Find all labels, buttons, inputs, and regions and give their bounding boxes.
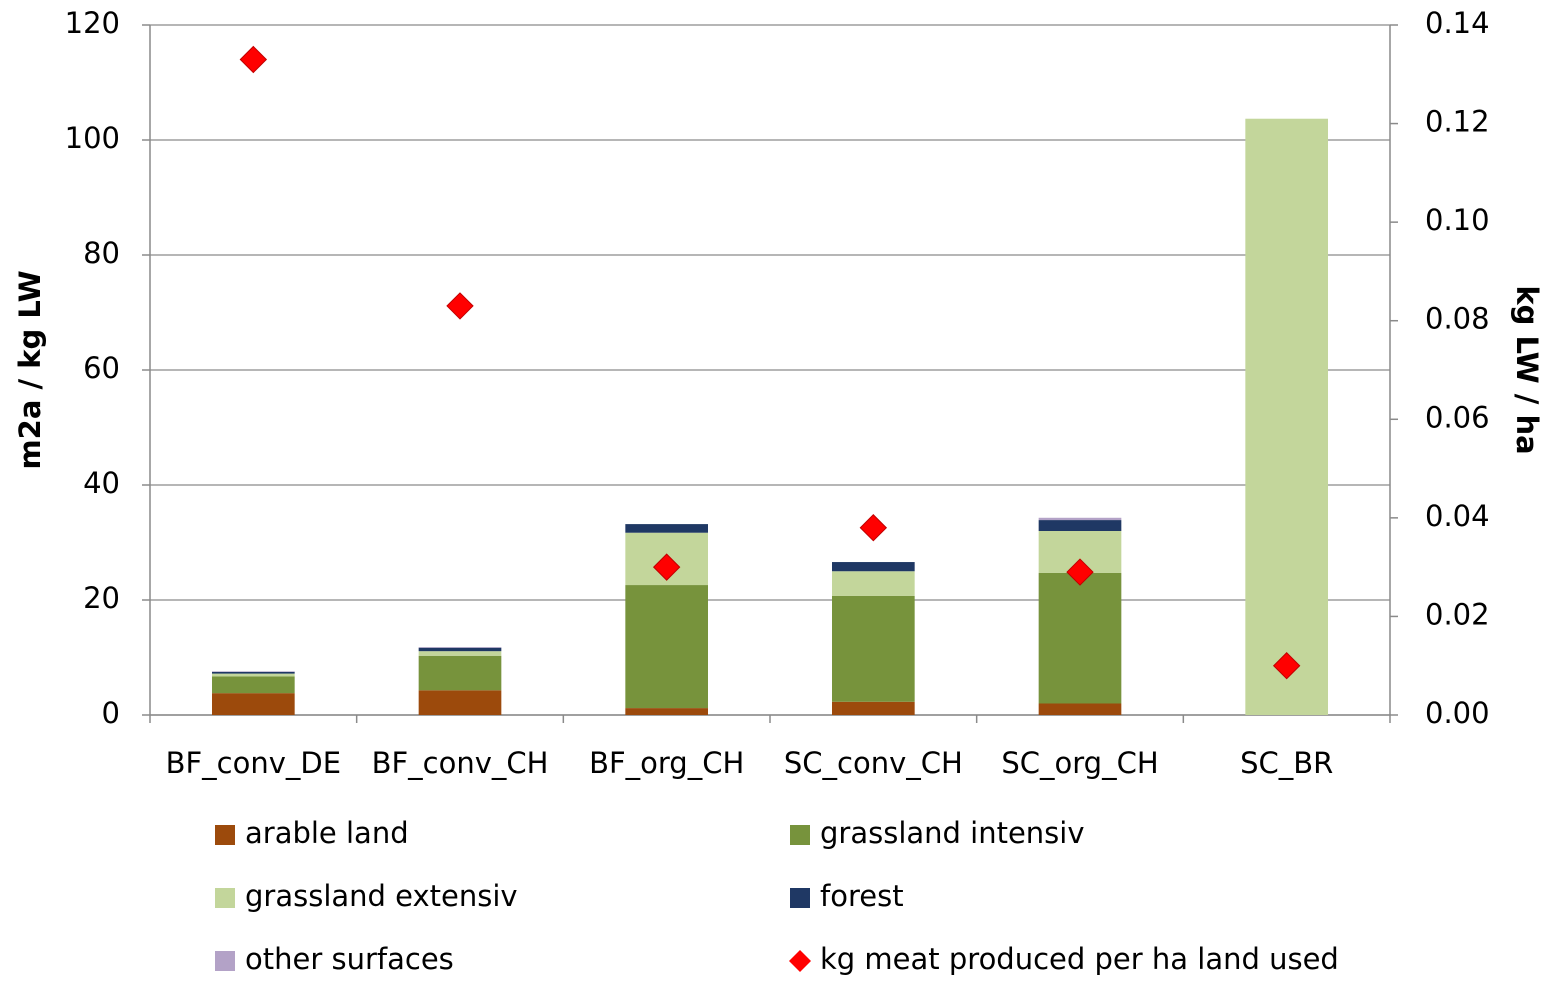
legend-label: arable land <box>245 816 409 850</box>
bar-segment <box>1245 118 1328 716</box>
legend-label: grassland extensiv <box>245 879 518 913</box>
y-tick-label: 60 <box>83 351 120 385</box>
bar-segment <box>418 651 502 656</box>
bar-segment <box>418 647 502 652</box>
bar-segment <box>418 655 502 691</box>
bar-segment <box>212 671 295 674</box>
bar-segment <box>212 676 295 694</box>
point <box>1272 652 1301 680</box>
bar-segment <box>418 690 502 715</box>
y-tick-label: 120 <box>65 6 120 40</box>
bar-segment <box>832 562 915 572</box>
bar-segment <box>625 708 708 715</box>
y2-tick-label: 0.00 <box>1425 696 1490 730</box>
y-tick-label: 80 <box>83 236 120 270</box>
y2-axis-label: kg LW / ha <box>1510 285 1544 454</box>
y-tick-label: 100 <box>65 121 120 155</box>
x-tick-label: BF_org_CH <box>589 746 744 780</box>
y-tick-label: 20 <box>83 581 120 615</box>
bar-segment <box>832 595 915 702</box>
legend-swatch <box>215 825 235 845</box>
bar-segment <box>1038 572 1122 704</box>
legend-label: forest <box>820 879 904 913</box>
x-tick-label: SC_conv_CH <box>784 746 963 780</box>
bar-segment <box>625 585 708 709</box>
x-tick-label: SC_BR <box>1240 746 1333 780</box>
legend-marker <box>789 950 811 972</box>
bar-segment <box>1038 517 1122 521</box>
x-tick-label: BF_conv_DE <box>166 746 341 780</box>
y2-tick-label: 0.14 <box>1425 6 1490 40</box>
bar-segment <box>832 571 915 596</box>
y2-tick-label: 0.10 <box>1425 203 1490 237</box>
y2-tick-label: 0.04 <box>1425 499 1490 533</box>
point <box>446 292 474 320</box>
y-tick-label: 40 <box>83 466 120 500</box>
x-tick-label: BF_conv_CH <box>372 746 549 780</box>
y2-tick-label: 0.02 <box>1425 597 1490 631</box>
legend-label: grassland intensiv <box>820 816 1085 850</box>
point <box>652 553 681 581</box>
legend-swatch <box>790 825 810 845</box>
bar-segment <box>418 647 502 648</box>
bar-segment <box>212 693 295 715</box>
bar-segment <box>212 673 295 677</box>
legend-label: kg meat produced per ha land used <box>820 942 1339 976</box>
legend-swatch <box>790 888 810 908</box>
bar-segment <box>625 524 708 533</box>
bar-segment <box>1038 520 1122 531</box>
y-axis-label: m2a / kg LW <box>13 270 47 469</box>
y2-tick-label: 0.06 <box>1425 400 1490 434</box>
bar-segment <box>832 701 915 715</box>
y-tick-label: 0 <box>102 696 120 730</box>
y2-tick-label: 0.08 <box>1425 302 1490 336</box>
bar-segment <box>212 671 295 672</box>
point <box>859 514 888 542</box>
legend-swatch <box>215 951 235 971</box>
point <box>239 45 268 74</box>
y2-tick-label: 0.12 <box>1425 105 1490 139</box>
bar-segment <box>1038 703 1122 715</box>
x-tick-label: SC_org_CH <box>1001 746 1158 780</box>
legend-label: other surfaces <box>245 942 454 976</box>
point <box>1066 558 1094 586</box>
legend-swatch <box>215 888 235 908</box>
